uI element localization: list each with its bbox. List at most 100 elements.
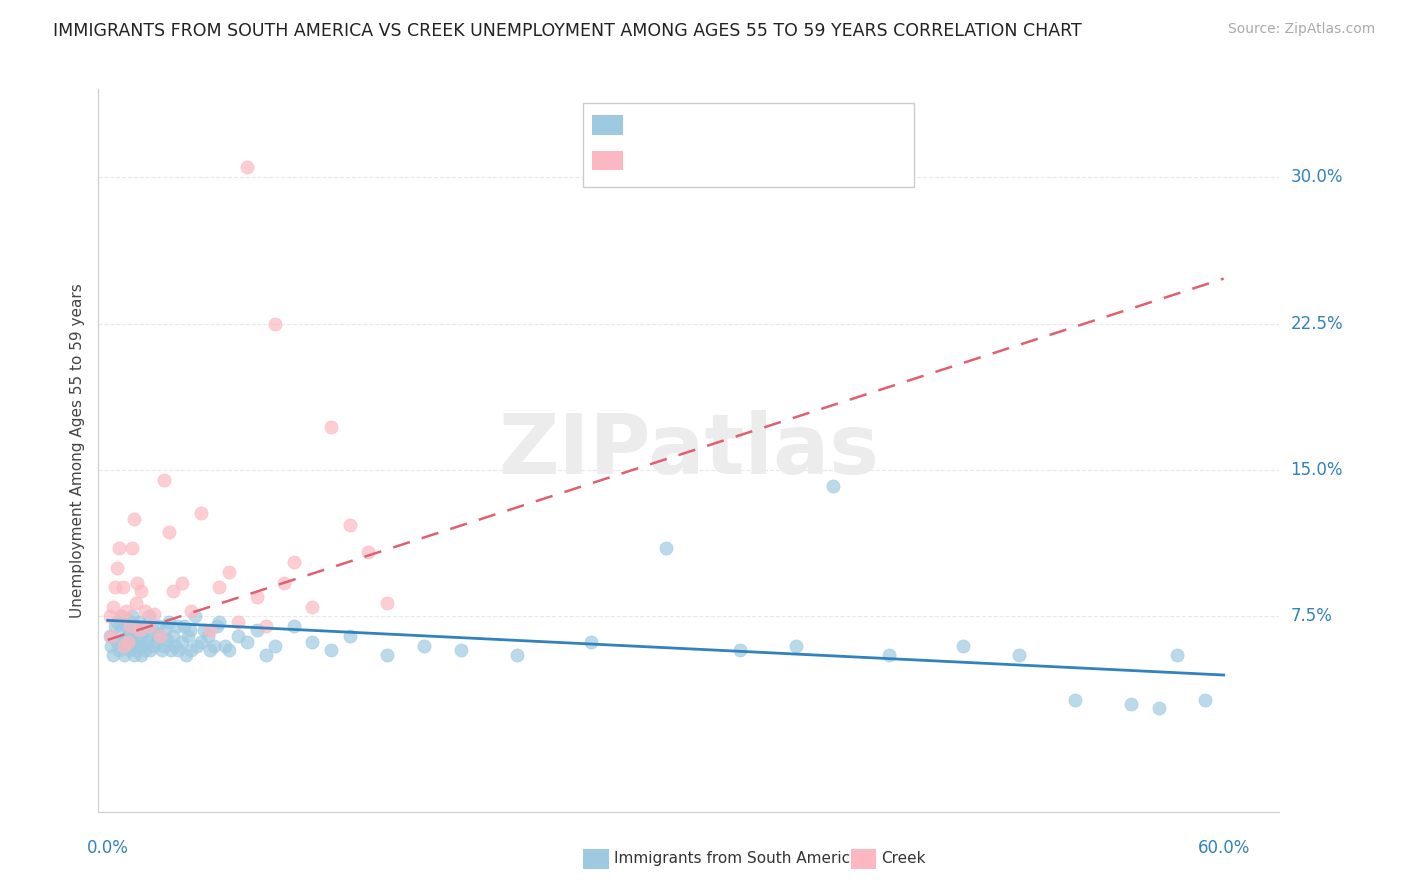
Text: -0.192: -0.192 <box>672 116 731 134</box>
Point <box>301 599 323 614</box>
Point <box>149 629 172 643</box>
Point <box>129 584 152 599</box>
Point <box>143 607 166 622</box>
Point <box>193 623 215 637</box>
Point <box>122 512 145 526</box>
Point <box>166 619 188 633</box>
Point <box>283 555 305 569</box>
Point <box>301 635 323 649</box>
Point <box>132 639 155 653</box>
Point <box>152 473 174 487</box>
Point <box>186 639 208 653</box>
Point <box>124 619 146 633</box>
Point <box>319 642 342 657</box>
Point <box>197 629 219 643</box>
Point <box>121 635 143 649</box>
Point <box>105 635 128 649</box>
Point <box>122 648 145 663</box>
Point <box>190 506 212 520</box>
Point <box>110 609 132 624</box>
Point <box>104 580 127 594</box>
Point <box>160 642 183 657</box>
Point <box>118 623 141 637</box>
Point <box>180 642 202 657</box>
Point <box>952 639 974 653</box>
Text: R =: R = <box>634 152 671 169</box>
Point <box>236 635 259 649</box>
Point <box>121 541 143 555</box>
Point <box>264 317 287 331</box>
Point <box>149 629 172 643</box>
Point <box>129 648 152 663</box>
Text: Creek: Creek <box>882 851 927 865</box>
Point <box>245 590 267 604</box>
Point <box>141 623 163 637</box>
Point <box>128 615 150 630</box>
Text: 0.0%: 0.0% <box>87 839 129 857</box>
Point <box>176 629 198 643</box>
Point <box>138 609 160 624</box>
Point <box>1008 648 1031 663</box>
Point <box>180 604 202 618</box>
Text: 60.0%: 60.0% <box>1198 839 1250 857</box>
Point <box>226 629 249 643</box>
Text: 22.5%: 22.5% <box>1291 315 1343 333</box>
Point <box>1119 698 1142 712</box>
Point <box>105 615 128 630</box>
Point <box>111 632 134 647</box>
Point <box>103 648 125 663</box>
Point <box>198 642 221 657</box>
Point <box>163 639 186 653</box>
Point <box>114 639 136 653</box>
Point <box>108 642 131 657</box>
Point <box>357 545 380 559</box>
Point <box>174 648 197 663</box>
Point <box>823 478 845 492</box>
Point <box>128 623 150 637</box>
Text: 7.5%: 7.5% <box>1291 607 1333 625</box>
Point <box>1166 648 1188 663</box>
Text: 94: 94 <box>806 116 830 134</box>
Text: 30.0%: 30.0% <box>1291 168 1343 186</box>
Point <box>339 517 361 532</box>
Point <box>375 596 398 610</box>
Point <box>1194 693 1216 707</box>
Point <box>117 635 139 649</box>
Point <box>150 642 173 657</box>
Point <box>139 642 162 657</box>
Text: Immigrants from South America: Immigrants from South America <box>614 851 860 865</box>
Point <box>157 525 180 540</box>
Point <box>98 629 121 643</box>
Point <box>173 619 195 633</box>
Point <box>654 541 676 555</box>
Text: 43: 43 <box>806 152 830 169</box>
Point <box>104 619 127 633</box>
Text: R =: R = <box>634 116 671 134</box>
Point <box>108 541 131 555</box>
Point <box>98 609 121 624</box>
Point <box>245 623 267 637</box>
Point <box>134 642 156 657</box>
Point <box>877 648 900 663</box>
Point <box>202 639 225 653</box>
Point <box>208 580 231 594</box>
Point <box>162 584 184 599</box>
Point <box>143 639 166 653</box>
Point <box>127 642 149 657</box>
Point <box>207 619 229 633</box>
Point <box>100 639 122 653</box>
Point <box>152 639 174 653</box>
Point <box>127 623 149 637</box>
Point <box>226 615 249 630</box>
Point <box>254 648 277 663</box>
Text: 15.0%: 15.0% <box>1291 461 1343 479</box>
Point <box>138 629 160 643</box>
Point <box>110 609 132 624</box>
Point <box>155 623 177 637</box>
Text: 0.318: 0.318 <box>672 152 724 169</box>
Point <box>506 648 529 663</box>
Point <box>146 619 169 633</box>
Point <box>138 619 160 633</box>
Text: N =: N = <box>756 152 804 169</box>
Point <box>103 599 125 614</box>
